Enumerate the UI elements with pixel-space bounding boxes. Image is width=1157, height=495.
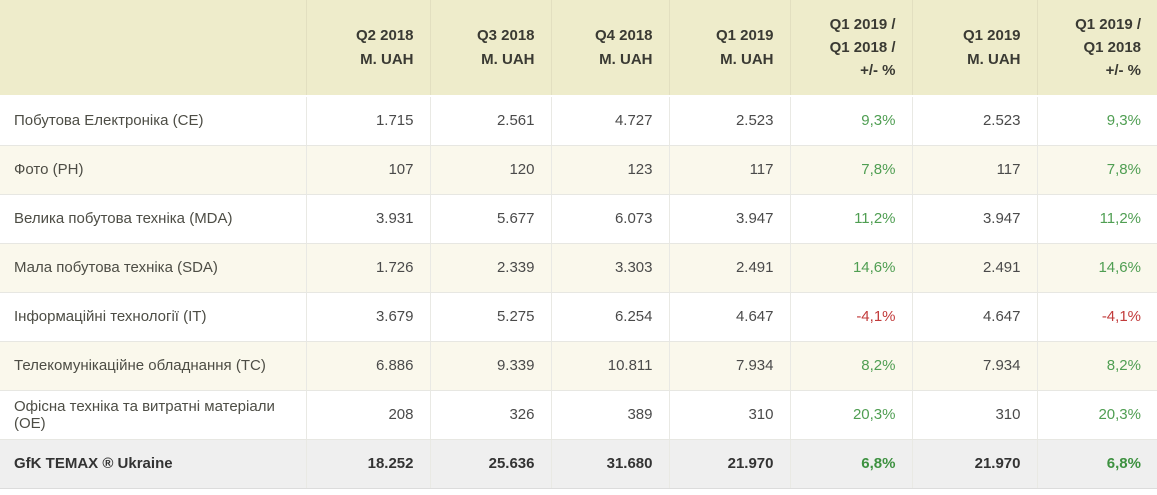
- row-label: Інформаційні технології (IT): [0, 292, 307, 342]
- value-cell: 107: [306, 145, 431, 195]
- value-cell: 4.727: [551, 96, 670, 146]
- header-q3-2018: Q3 2018 M. UAH: [430, 0, 552, 97]
- value-cell: 2.561: [430, 96, 552, 146]
- change-percent-cell: 9,3%: [1037, 96, 1157, 146]
- value-cell: 2.491: [912, 243, 1038, 293]
- change-percent-cell: 14,6%: [790, 243, 913, 293]
- row-label: Фото (PH): [0, 145, 307, 195]
- value-cell: 5.677: [430, 194, 552, 244]
- table-header: Q2 2018 M. UAH Q3 2018 M. UAH Q4 2018 M.…: [0, 0, 1157, 97]
- value-cell: 5.275: [430, 292, 552, 342]
- row-label: Телекомунікаційне обладнання (TC): [0, 341, 307, 391]
- value-cell: 2.523: [669, 96, 791, 146]
- header-sector: [0, 0, 307, 97]
- change-percent-cell: 20,3%: [1037, 390, 1157, 440]
- value-cell: 2.491: [669, 243, 791, 293]
- table-row: Мала побутова техніка (SDA) 1.726 2.339 3.3…: [0, 243, 1157, 293]
- value-cell: 3.947: [669, 194, 791, 244]
- value-cell: 18.252: [306, 439, 431, 489]
- value-cell: 120: [430, 145, 552, 195]
- row-label: Офісна техніка та витратні матеріали (OE…: [0, 390, 307, 440]
- header-q4-2018: Q4 2018 M. UAH: [551, 0, 670, 97]
- header-change-q1-2019-vs-q1-2018: Q1 2019 / Q1 2018 / +/- %: [790, 0, 913, 97]
- change-percent-cell: 8,2%: [790, 341, 913, 391]
- header-change-q1-2019-vs-q1-2018-repeat: Q1 2019 / Q1 2018 +/- %: [1037, 0, 1157, 97]
- value-cell: 6.886: [306, 341, 431, 391]
- value-cell: 21.970: [669, 439, 791, 489]
- table-row: Офісна техніка та витратні матеріали (OE…: [0, 390, 1157, 440]
- value-cell: 2.339: [430, 243, 552, 293]
- change-percent-cell: 6,8%: [1037, 439, 1157, 489]
- table-row: Телекомунікаційне обладнання (TC) 6.886 9.…: [0, 341, 1157, 391]
- row-label: Побутова Електроніка (CE): [0, 96, 307, 146]
- value-cell: 1.715: [306, 96, 431, 146]
- value-cell: 326: [430, 390, 552, 440]
- change-percent-cell: 11,2%: [790, 194, 913, 244]
- table-row: Побутова Електроніка (CE) 1.715 2.561 4.727…: [0, 96, 1157, 146]
- value-cell: 310: [912, 390, 1038, 440]
- value-cell: 389: [551, 390, 670, 440]
- change-percent-cell: 7,8%: [790, 145, 913, 195]
- value-cell: 6.254: [551, 292, 670, 342]
- change-percent-cell: 11,2%: [1037, 194, 1157, 244]
- total-row: GfK TEMAX ® Ukraine 18.252 25.636 31.680 21.…: [0, 439, 1157, 489]
- value-cell: 7.934: [669, 341, 791, 391]
- value-cell: 4.647: [669, 292, 791, 342]
- value-cell: 310: [669, 390, 791, 440]
- header-q1-2019-repeat: Q1 2019 M. UAH: [912, 0, 1038, 97]
- value-cell: 3.931: [306, 194, 431, 244]
- value-cell: 6.073: [551, 194, 670, 244]
- value-cell: 31.680: [551, 439, 670, 489]
- value-cell: 123: [551, 145, 670, 195]
- value-cell: 4.647: [912, 292, 1038, 342]
- table-body: Побутова Електроніка (CE) 1.715 2.561 4.727…: [0, 96, 1157, 489]
- change-percent-cell: 7,8%: [1037, 145, 1157, 195]
- header-q2-2018: Q2 2018 M. UAH: [306, 0, 431, 97]
- change-percent-cell: -4,1%: [1037, 292, 1157, 342]
- value-cell: 117: [669, 145, 791, 195]
- row-label: Велика побутова техніка (MDA): [0, 194, 307, 244]
- value-cell: 3.679: [306, 292, 431, 342]
- value-cell: 1.726: [306, 243, 431, 293]
- row-label: Мала побутова техніка (SDA): [0, 243, 307, 293]
- change-percent-cell: 14,6%: [1037, 243, 1157, 293]
- change-percent-cell: 20,3%: [790, 390, 913, 440]
- change-percent-cell: -4,1%: [790, 292, 913, 342]
- value-cell: 3.303: [551, 243, 670, 293]
- value-cell: 3.947: [912, 194, 1038, 244]
- value-cell: 117: [912, 145, 1038, 195]
- value-cell: 2.523: [912, 96, 1038, 146]
- value-cell: 25.636: [430, 439, 552, 489]
- table-row: Фото (PH) 107 120 123 117 7,8% 117 7,8%: [0, 145, 1157, 195]
- header-q1-2019: Q1 2019 M. UAH: [669, 0, 791, 97]
- change-percent-cell: 6,8%: [790, 439, 913, 489]
- header-row: Q2 2018 M. UAH Q3 2018 M. UAH Q4 2018 M.…: [0, 0, 1157, 97]
- value-cell: 9.339: [430, 341, 552, 391]
- value-cell: 21.970: [912, 439, 1038, 489]
- value-cell: 208: [306, 390, 431, 440]
- change-percent-cell: 8,2%: [1037, 341, 1157, 391]
- value-cell: 7.934: [912, 341, 1038, 391]
- change-percent-cell: 9,3%: [790, 96, 913, 146]
- row-label: GfK TEMAX ® Ukraine: [0, 439, 307, 489]
- value-cell: 10.811: [551, 341, 670, 391]
- table-row: Інформаційні технології (IT) 3.679 5.275 6.…: [0, 292, 1157, 342]
- table-row: Велика побутова техніка (MDA) 3.931 5.677 6…: [0, 194, 1157, 244]
